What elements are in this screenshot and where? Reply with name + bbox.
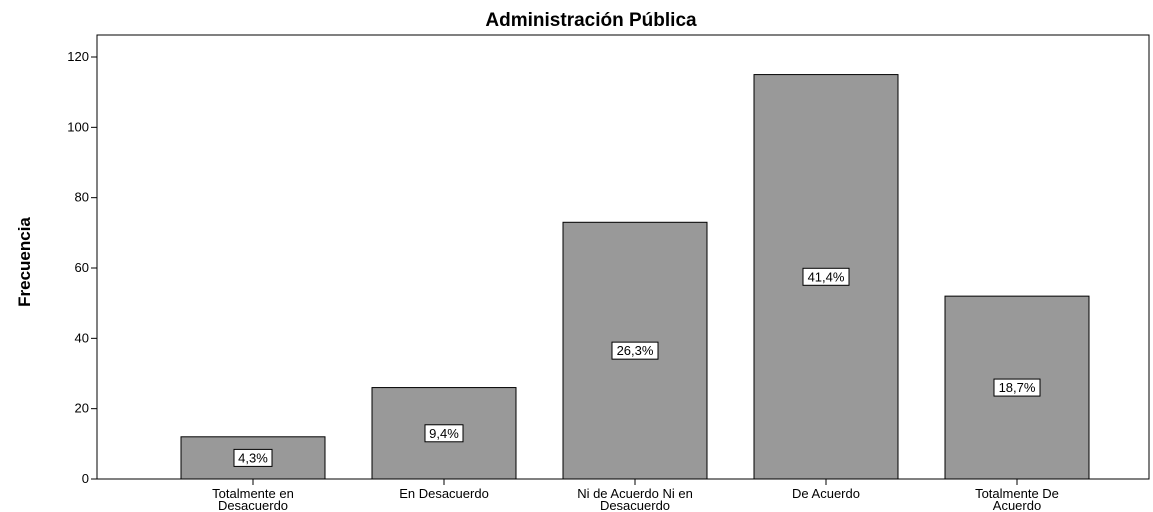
y-tick-label: 80	[75, 190, 89, 205]
data-label-box	[611, 341, 659, 360]
y-tick-label: 0	[82, 471, 89, 486]
y-tick-label: 60	[75, 260, 89, 275]
x-tick-label: Desacuerdo	[218, 498, 288, 512]
x-tick-label: Acuerdo	[993, 498, 1041, 512]
data-label: 18,7%	[999, 380, 1036, 395]
data-label: 41,4%	[808, 269, 845, 284]
x-tick-label: De Acuerdo	[792, 486, 860, 501]
y-tick-label: 20	[75, 401, 89, 416]
data-label-box	[233, 448, 273, 467]
chart-title: Administración Pública	[485, 10, 697, 31]
data-label-box	[802, 267, 850, 286]
data-label: 26,3%	[617, 343, 654, 358]
x-tick-label: Totalmente en	[212, 486, 294, 501]
data-label: 4,3%	[238, 450, 268, 465]
bars: 4,3% 9,4% 26,3% 41,4% 18,7%	[180, 74, 1090, 480]
x-tick-label: Ni de Acuerdo Ni en	[577, 486, 693, 501]
x-tick-label: Totalmente De	[975, 486, 1059, 501]
x-tick-label: En Desacuerdo	[399, 486, 489, 501]
y-tick-label: 100	[67, 119, 89, 134]
data-label-box	[993, 378, 1041, 397]
x-tick-label: Desacuerdo	[600, 498, 670, 512]
data-label-box	[424, 424, 464, 443]
data-label: 9,4%	[429, 426, 459, 441]
y-tick-label: 40	[75, 330, 89, 345]
y-tick-label: 120	[67, 49, 89, 64]
y-axis: 0 20 40 60 80 100 120	[67, 49, 97, 486]
y-axis-label: Frecuencia	[15, 217, 34, 307]
